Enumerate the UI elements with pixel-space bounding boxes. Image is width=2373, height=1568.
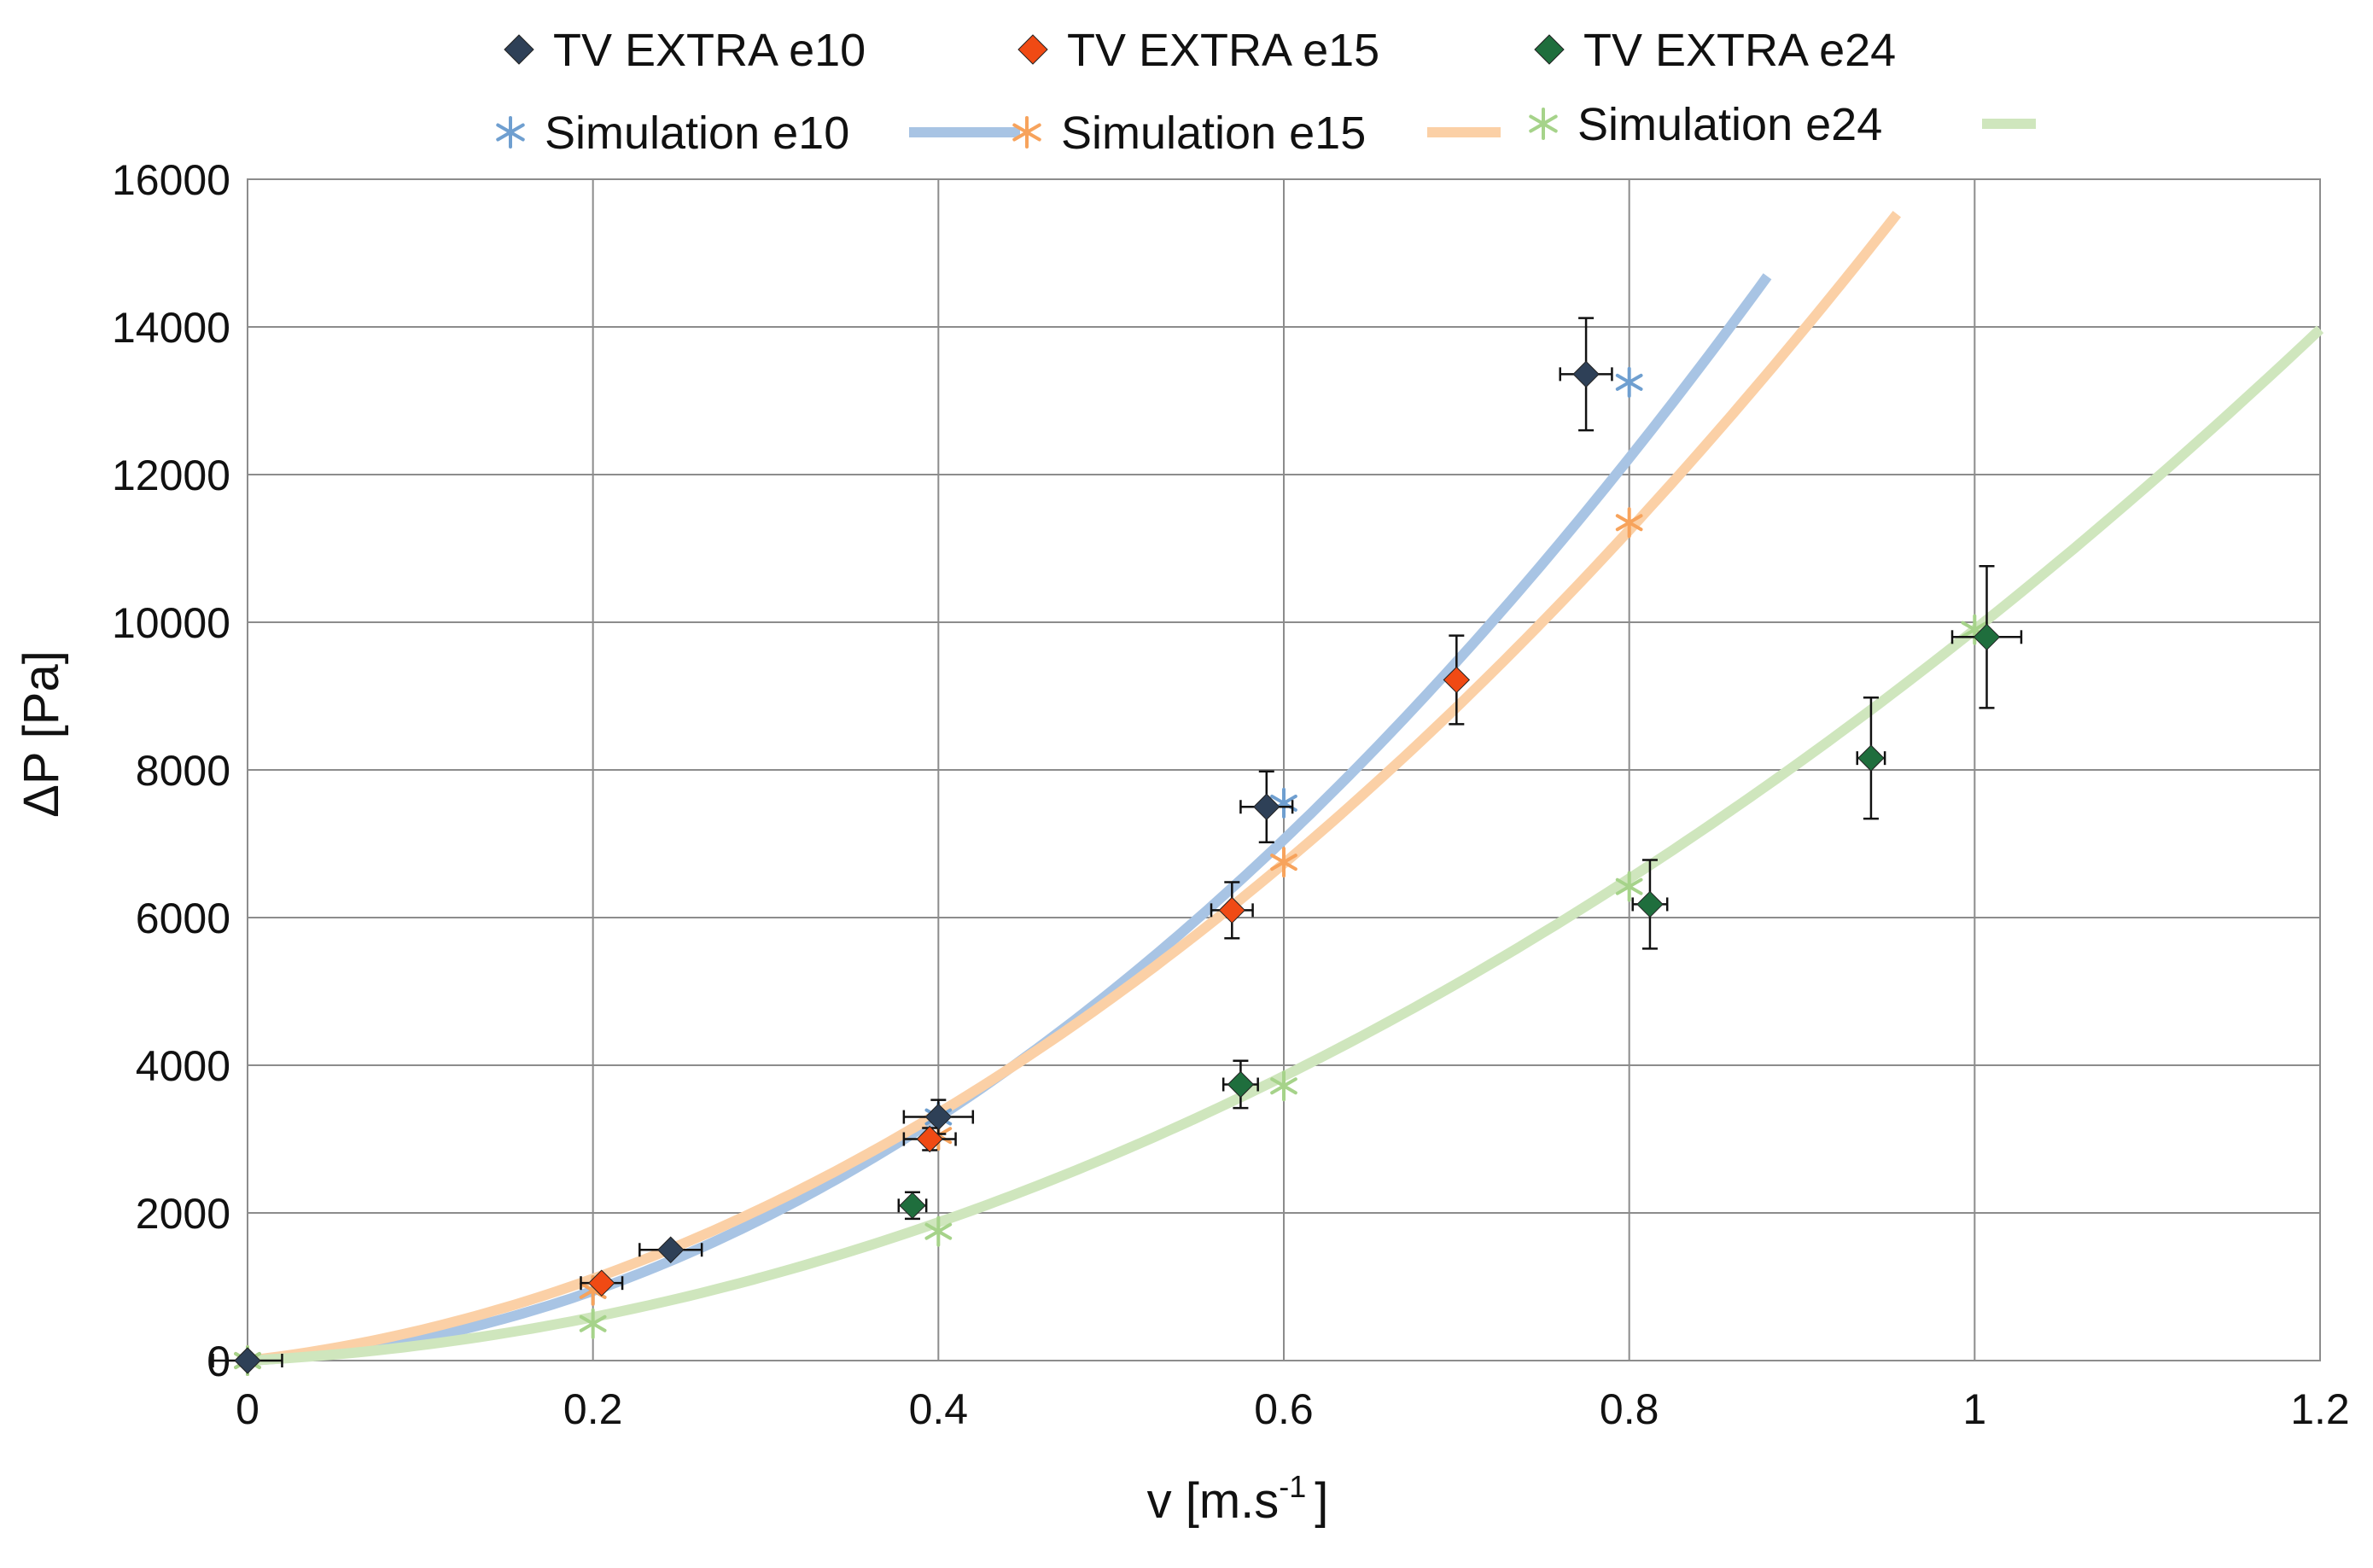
- simulation-point: [1270, 847, 1297, 878]
- x-tick-label: 0.4: [909, 1385, 969, 1433]
- legend-label: TV EXTRA e24: [1583, 25, 1896, 76]
- legend-marker-experimental: [1534, 34, 1565, 65]
- legend-marker-experimental: [504, 34, 534, 65]
- simulation-point-stroke: [1615, 514, 1643, 532]
- y-tick-label: 14000: [112, 304, 230, 352]
- experimental-point: [1210, 881, 1254, 940]
- legend-label: Simulation e15: [1061, 108, 1366, 159]
- x-axis-title: v [m.s-1]: [1147, 1469, 1329, 1529]
- simulation-point: [924, 1215, 953, 1247]
- experimental-marker: [657, 1236, 685, 1263]
- x-tick-label: 1: [1962, 1385, 1986, 1433]
- experimental-marker: [916, 1125, 943, 1153]
- experimental-marker: [1227, 1070, 1255, 1099]
- simulation-point: [1270, 1070, 1297, 1102]
- legend-marker-experimental: [1017, 34, 1048, 65]
- experimental-marker: [234, 1347, 261, 1374]
- simulation-point: [1615, 871, 1643, 902]
- experimental-marker: [1636, 890, 1664, 918]
- simulation-point-stroke: [1615, 373, 1643, 391]
- experimental-marker: [1857, 744, 1885, 772]
- simulation-point-stroke: [579, 1314, 607, 1332]
- y-axis-tick-labels: 0 2000 4000 6000 8000 10000 12000 14000 16000: [112, 156, 230, 1385]
- experimental-point: [902, 1099, 975, 1135]
- simulation-point-stroke: [924, 1222, 953, 1240]
- legend-label: TV EXTRA e10: [553, 25, 866, 76]
- experimental-point: [1221, 1059, 1259, 1110]
- experimental-marker: [924, 1103, 953, 1131]
- plot-area-frame: [247, 178, 2321, 1361]
- y-tick-label: 10000: [112, 599, 230, 647]
- experimental-marker: [1443, 666, 1471, 694]
- x-tick-label: 0.6: [1254, 1385, 1314, 1433]
- experimental-point: [1631, 859, 1669, 950]
- x-axis-title-superscript: -1: [1279, 1469, 1306, 1504]
- x-tick-label: 1.2: [2290, 1385, 2350, 1433]
- experimental-point: [638, 1236, 703, 1263]
- x-tick-label: 0.8: [1600, 1385, 1659, 1433]
- experimental-point: [897, 1191, 928, 1221]
- simulation-point: [579, 1308, 607, 1339]
- legend-marker-simulation-stroke: [1529, 114, 1558, 133]
- x-axis-tick-labels: 0 0.2 0.4 0.6 0.8 1 1.2: [236, 1385, 2350, 1433]
- y-tick-label: 8000: [136, 747, 230, 795]
- simulation-point: [1615, 507, 1643, 539]
- experimental-point: [1443, 634, 1471, 726]
- legend-marker-simulation-stroke: [496, 123, 525, 142]
- experimental-marker: [1218, 896, 1246, 924]
- experimental-marker: [899, 1192, 926, 1220]
- experimental-marker: [1572, 360, 1600, 388]
- experimental-point: [212, 1347, 283, 1374]
- y-tick-label: 2000: [136, 1190, 230, 1238]
- simulation-point-stroke: [1270, 1077, 1297, 1095]
- y-axis-title: ΔP [Pa]: [14, 650, 69, 818]
- x-tick-label: 0: [236, 1385, 259, 1433]
- legend: TV EXTRA e10 TV EXTRA e15 TV EXTRA e24 Simu…: [496, 25, 2036, 159]
- experimental-point: [1239, 770, 1294, 844]
- legend-marker-simulation: [496, 116, 525, 149]
- simulation-point-stroke: [1270, 854, 1297, 871]
- simulation-point-stroke: [1615, 877, 1643, 895]
- experimental-points: [212, 317, 2023, 1374]
- legend-label: TV EXTRA e15: [1067, 25, 1379, 76]
- y-tick-label: 16000: [112, 156, 230, 204]
- x-axis-title-suffix: ]: [1315, 1473, 1328, 1529]
- y-tick-label: 12000: [112, 452, 230, 499]
- experimental-point: [580, 1269, 624, 1297]
- simulation-point: [1615, 366, 1643, 398]
- experimental-marker: [1973, 623, 2001, 651]
- experimental-point: [1950, 565, 2023, 709]
- y-tick-label: 6000: [136, 895, 230, 942]
- y-tick-label: 0: [207, 1338, 230, 1385]
- simulation-curve-2: [247, 210, 1902, 1366]
- experimental-marker: [1253, 793, 1280, 820]
- legend-marker-simulation: [1529, 108, 1558, 140]
- x-tick-label: 0.2: [563, 1385, 623, 1433]
- x-axis-title-main: v [m.s: [1147, 1473, 1280, 1529]
- legend-marker-simulation-stroke: [1012, 123, 1041, 142]
- legend-marker-simulation: [1012, 116, 1041, 149]
- legend-label: Simulation e10: [545, 108, 849, 159]
- experimental-point: [1856, 696, 1886, 820]
- legend-label: Simulation e24: [1577, 99, 1882, 150]
- experimental-marker: [588, 1269, 615, 1297]
- experimental-point: [902, 1125, 957, 1153]
- y-tick-label: 4000: [136, 1042, 230, 1090]
- experimental-point: [1559, 317, 1613, 432]
